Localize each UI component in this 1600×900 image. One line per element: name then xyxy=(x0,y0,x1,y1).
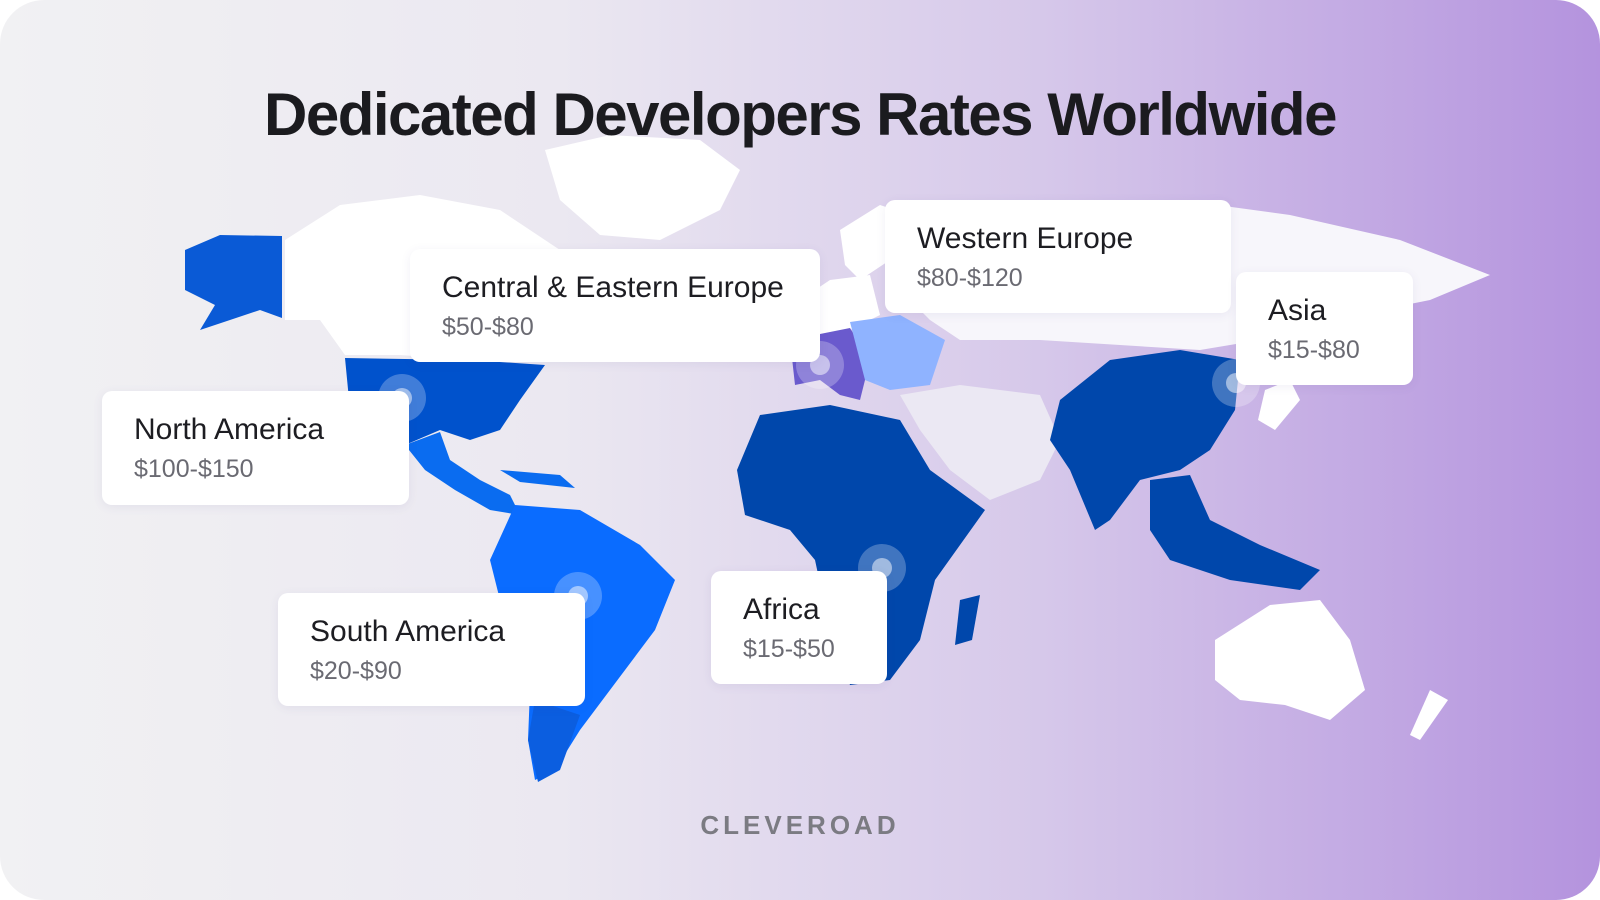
greenland xyxy=(545,135,740,240)
region-name: Western Europe xyxy=(917,222,1134,255)
region-card: North America $100-$150 xyxy=(102,391,409,505)
central-america xyxy=(405,432,520,515)
region-card: Western Europe $80-$120 xyxy=(885,200,1231,313)
caribbean xyxy=(500,470,575,488)
australia xyxy=(1215,600,1365,720)
region-card: Central & Eastern Europe $50-$80 xyxy=(410,249,820,362)
region-card: South America $20-$90 xyxy=(278,593,585,706)
region-name: Central & Eastern Europe xyxy=(442,271,784,304)
japan xyxy=(1258,380,1300,430)
region-name: Africa xyxy=(743,593,820,626)
region-rate: $20-$90 xyxy=(310,657,402,685)
region-card: Asia $15-$80 xyxy=(1236,272,1413,385)
region-rate: $15-$80 xyxy=(1268,336,1360,364)
alaska xyxy=(185,235,282,330)
southeast-asia xyxy=(1150,475,1320,590)
title: Dedicated Developers Rates Worldwide xyxy=(264,81,1337,148)
new-zealand xyxy=(1410,690,1448,740)
region-rate: $15-$50 xyxy=(743,635,835,663)
south-america-south xyxy=(528,700,580,782)
eastern-europe xyxy=(850,315,945,390)
africa xyxy=(737,405,985,685)
asia xyxy=(1050,350,1240,530)
region-rate: $80-$120 xyxy=(917,264,1023,292)
region-card: Africa $15-$50 xyxy=(711,571,887,684)
region-name: South America xyxy=(310,615,506,648)
brand-logo: CLEVEROAD xyxy=(700,810,900,840)
region-rate: $50-$80 xyxy=(442,313,534,341)
region-name: Asia xyxy=(1268,294,1327,327)
madagascar xyxy=(955,595,980,645)
middle-east xyxy=(900,385,1060,500)
region-rate: $100-$150 xyxy=(134,455,254,483)
region-name: North America xyxy=(134,413,325,446)
